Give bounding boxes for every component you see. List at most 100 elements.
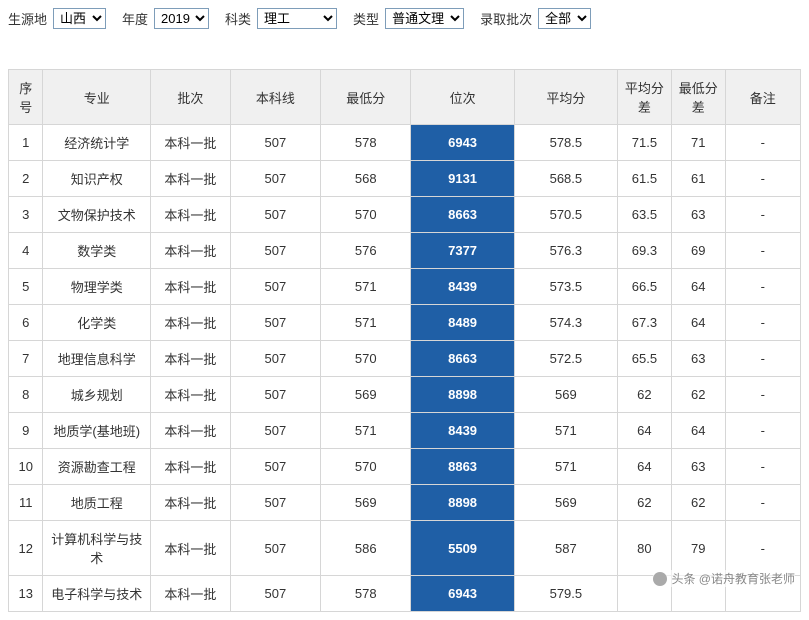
- cell-col-idx: 11: [9, 485, 43, 521]
- admission-table: 序号 专业 批次 本科线 最低分 位次 平均分 平均分差 最低分差 备注 1经济…: [8, 69, 801, 612]
- cell-col-major: 知识产权: [43, 161, 151, 197]
- cell-col-dmin: 63: [671, 449, 725, 485]
- cell-col-rank: 9131: [411, 161, 514, 197]
- filter-batch-select[interactable]: 全部: [538, 8, 591, 29]
- cell-col-min: 569: [321, 485, 411, 521]
- col-rank: 位次: [411, 70, 514, 125]
- cell-col-avg: 571: [514, 449, 617, 485]
- col-batch: 批次: [151, 70, 231, 125]
- cell-col-idx: 12: [9, 521, 43, 576]
- cell-col-dmin: 62: [671, 377, 725, 413]
- table-header-row: 序号 专业 批次 本科线 最低分 位次 平均分 平均分差 最低分差 备注: [9, 70, 801, 125]
- cell-col-note: -: [725, 233, 800, 269]
- cell-col-note: -: [725, 269, 800, 305]
- cell-col-dmin: 64: [671, 305, 725, 341]
- cell-col-major: 物理学类: [43, 269, 151, 305]
- cell-col-rank: 8663: [411, 341, 514, 377]
- cell-col-idx: 5: [9, 269, 43, 305]
- cell-col-line: 507: [230, 449, 320, 485]
- cell-col-major: 文物保护技术: [43, 197, 151, 233]
- cell-col-rank: 8439: [411, 413, 514, 449]
- cell-col-davg: 71.5: [618, 125, 672, 161]
- col-min: 最低分: [321, 70, 411, 125]
- cell-col-idx: 13: [9, 576, 43, 612]
- table-row: 10资源勘查工程本科一批50757088635716463-: [9, 449, 801, 485]
- filter-bar: 生源地 山西 年度 2019 科类 理工 类型 普通文理 录取批次 全部: [8, 8, 801, 29]
- filter-batch-label: 录取批次: [480, 9, 532, 28]
- cell-col-line: 507: [230, 485, 320, 521]
- cell-col-min: 571: [321, 305, 411, 341]
- cell-col-rank: 8863: [411, 449, 514, 485]
- cell-col-line: 507: [230, 377, 320, 413]
- cell-col-rank: 8663: [411, 197, 514, 233]
- cell-col-avg: 573.5: [514, 269, 617, 305]
- cell-col-dmin: 64: [671, 269, 725, 305]
- col-index: 序号: [9, 70, 43, 125]
- cell-col-major: 地理信息科学: [43, 341, 151, 377]
- cell-col-davg: 64: [618, 413, 672, 449]
- cell-col-rank: 7377: [411, 233, 514, 269]
- cell-col-dmin: 79: [671, 521, 725, 576]
- cell-col-davg: 64: [618, 449, 672, 485]
- cell-col-idx: 1: [9, 125, 43, 161]
- cell-col-avg: 569: [514, 485, 617, 521]
- cell-col-note: -: [725, 197, 800, 233]
- table-row: 7地理信息科学本科一批5075708663572.565.563-: [9, 341, 801, 377]
- table-row: 12计算机科学与技术本科一批50758655095878079-: [9, 521, 801, 576]
- col-note: 备注: [725, 70, 800, 125]
- cell-col-min: 568: [321, 161, 411, 197]
- cell-col-idx: 2: [9, 161, 43, 197]
- cell-col-line: 507: [230, 161, 320, 197]
- cell-col-note: -: [725, 125, 800, 161]
- cell-col-line: 507: [230, 413, 320, 449]
- cell-col-note: -: [725, 449, 800, 485]
- cell-col-min: 570: [321, 341, 411, 377]
- watermark-text: 头条 @诺舟教育张老师: [671, 570, 795, 587]
- filter-year-label: 年度: [122, 9, 148, 28]
- col-diff-min: 最低分差: [671, 70, 725, 125]
- filter-year-select[interactable]: 2019: [154, 8, 209, 29]
- cell-col-batch: 本科一批: [151, 449, 231, 485]
- cell-col-line: 507: [230, 125, 320, 161]
- cell-col-batch: 本科一批: [151, 197, 231, 233]
- cell-col-davg: 65.5: [618, 341, 672, 377]
- cell-col-batch: 本科一批: [151, 305, 231, 341]
- cell-col-idx: 9: [9, 413, 43, 449]
- filter-type-select[interactable]: 普通文理: [385, 8, 464, 29]
- cell-col-major: 经济统计学: [43, 125, 151, 161]
- cell-col-batch: 本科一批: [151, 377, 231, 413]
- filter-subject-select[interactable]: 理工: [257, 8, 337, 29]
- table-row: 6化学类本科一批5075718489574.367.364-: [9, 305, 801, 341]
- table-row: 9地质学(基地班)本科一批50757184395716464-: [9, 413, 801, 449]
- cell-col-min: 586: [321, 521, 411, 576]
- cell-col-batch: 本科一批: [151, 233, 231, 269]
- cell-col-davg: 69.3: [618, 233, 672, 269]
- cell-col-line: 507: [230, 269, 320, 305]
- cell-col-note: -: [725, 341, 800, 377]
- cell-col-dmin: 64: [671, 413, 725, 449]
- cell-col-major: 化学类: [43, 305, 151, 341]
- cell-col-idx: 7: [9, 341, 43, 377]
- cell-col-line: 507: [230, 197, 320, 233]
- filter-origin-label: 生源地: [8, 9, 47, 28]
- table-row: 11地质工程本科一批50756988985696262-: [9, 485, 801, 521]
- cell-col-min: 569: [321, 377, 411, 413]
- cell-col-min: 578: [321, 576, 411, 612]
- cell-col-major: 数学类: [43, 233, 151, 269]
- cell-col-line: 507: [230, 341, 320, 377]
- cell-col-idx: 4: [9, 233, 43, 269]
- cell-col-rank: 8898: [411, 377, 514, 413]
- cell-col-idx: 10: [9, 449, 43, 485]
- filter-origin-select[interactable]: 山西: [53, 8, 106, 29]
- cell-col-avg: 587: [514, 521, 617, 576]
- cell-col-davg: 80: [618, 521, 672, 576]
- table-row: 2知识产权本科一批5075689131568.561.561-: [9, 161, 801, 197]
- cell-col-dmin: 63: [671, 197, 725, 233]
- cell-col-rank: 8489: [411, 305, 514, 341]
- table-body: 1经济统计学本科一批5075786943578.571.571-2知识产权本科一…: [9, 125, 801, 612]
- cell-col-min: 570: [321, 197, 411, 233]
- cell-col-rank: 8439: [411, 269, 514, 305]
- cell-col-major: 地质学(基地班): [43, 413, 151, 449]
- watermark: 头条 @诺舟教育张老师: [653, 570, 795, 587]
- cell-col-min: 578: [321, 125, 411, 161]
